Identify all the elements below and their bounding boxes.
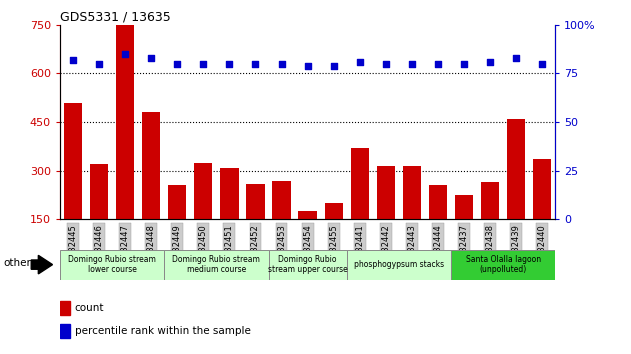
- Text: Domingo Rubio stream
medium course: Domingo Rubio stream medium course: [172, 255, 261, 274]
- Point: [276, 61, 286, 67]
- Point: [225, 61, 235, 67]
- Bar: [246, 184, 264, 268]
- Point: [537, 61, 547, 67]
- Bar: [451, 250, 555, 280]
- Text: percentile rank within the sample: percentile rank within the sample: [75, 326, 251, 336]
- Bar: [273, 181, 291, 268]
- Bar: [481, 182, 499, 268]
- Bar: [269, 250, 346, 280]
- Text: phosphogypsum stacks: phosphogypsum stacks: [354, 260, 444, 269]
- Bar: [142, 113, 160, 268]
- Bar: [194, 163, 213, 268]
- Bar: [429, 185, 447, 268]
- Point: [329, 63, 339, 68]
- Bar: [455, 195, 473, 268]
- Bar: [60, 324, 70, 338]
- Bar: [533, 159, 551, 268]
- Bar: [168, 185, 186, 268]
- Point: [302, 63, 312, 68]
- Point: [172, 61, 182, 67]
- Bar: [164, 250, 269, 280]
- Text: GDS5331 / 13635: GDS5331 / 13635: [60, 11, 171, 24]
- Bar: [507, 119, 525, 268]
- Point: [380, 61, 391, 67]
- Point: [433, 61, 443, 67]
- Point: [485, 59, 495, 64]
- Bar: [346, 250, 451, 280]
- Point: [120, 51, 130, 57]
- Bar: [64, 103, 82, 268]
- Point: [459, 61, 469, 67]
- Bar: [90, 164, 108, 268]
- FancyArrow shape: [31, 255, 52, 274]
- Bar: [220, 167, 239, 268]
- Point: [68, 57, 78, 63]
- Text: Domingo Rubio stream
lower course: Domingo Rubio stream lower course: [68, 255, 156, 274]
- Bar: [377, 166, 395, 268]
- Point: [251, 61, 261, 67]
- Text: count: count: [75, 303, 104, 313]
- Text: other: other: [3, 258, 31, 268]
- Bar: [351, 148, 369, 268]
- Bar: [324, 203, 343, 268]
- Text: Santa Olalla lagoon
(unpolluted): Santa Olalla lagoon (unpolluted): [466, 255, 541, 274]
- Point: [355, 59, 365, 64]
- Bar: [60, 301, 70, 314]
- Point: [94, 61, 104, 67]
- Bar: [60, 250, 164, 280]
- Bar: [298, 211, 317, 268]
- Point: [407, 61, 417, 67]
- Point: [511, 55, 521, 61]
- Text: Domingo Rubio
stream upper course: Domingo Rubio stream upper course: [268, 255, 348, 274]
- Point: [146, 55, 156, 61]
- Point: [198, 61, 208, 67]
- Bar: [116, 22, 134, 268]
- Bar: [403, 166, 421, 268]
